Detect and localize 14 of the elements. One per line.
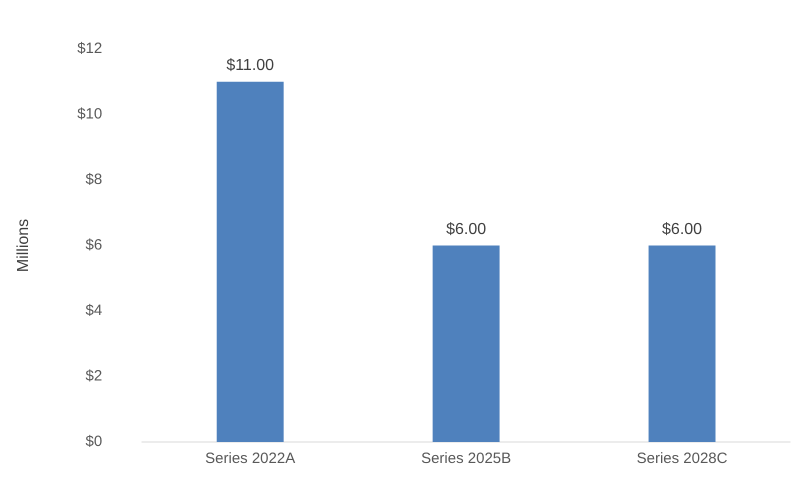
y-tick-label: $6 <box>86 236 102 254</box>
data-label: $6.00 <box>662 220 702 238</box>
y-axis-title: Millions <box>15 218 32 272</box>
y-tick-label: $2 <box>86 368 102 385</box>
y-tick-label: $10 <box>77 106 102 123</box>
y-tick-label: $12 <box>77 40 102 58</box>
x-tick-label: Series 2025B <box>421 450 512 468</box>
y-tick-label: $4 <box>86 302 102 320</box>
data-label: $11.00 <box>226 57 274 74</box>
y-tick-label: $0 <box>86 433 102 450</box>
x-tick-label: Series 2028C <box>636 450 728 468</box>
y-tick-label: $8 <box>86 171 102 188</box>
x-tick-label: Series 2022A <box>205 450 296 468</box>
data-label: $6.00 <box>446 220 486 238</box>
